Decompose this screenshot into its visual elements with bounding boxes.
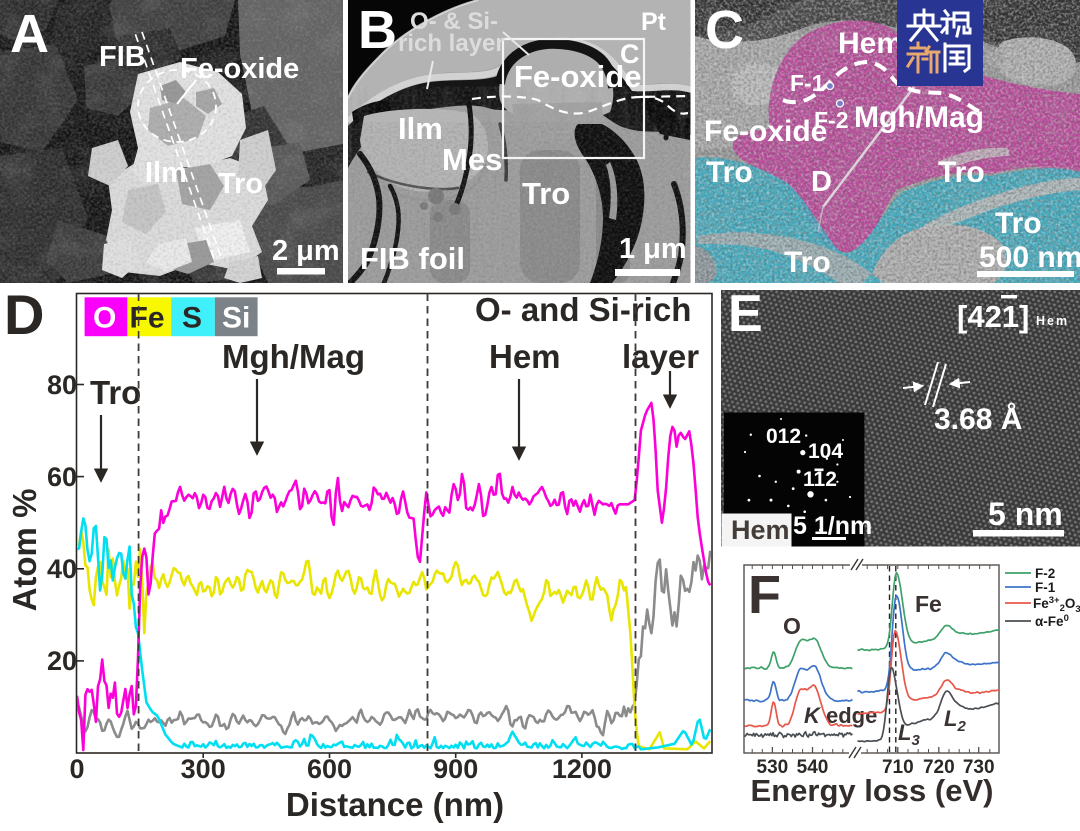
svg-text:80: 80 [47,370,77,400]
svg-text:Si: Si [222,302,250,335]
svg-text:Ilm: Ilm [398,111,443,146]
svg-text:710: 710 [882,757,914,778]
svg-text:Hem: Hem [1036,314,1069,328]
svg-text:Tro: Tro [706,156,753,189]
svg-text:Fe-oxide: Fe-oxide [704,115,827,148]
svg-text:1 μm: 1 μm [619,233,687,265]
svg-text:Mgh/Mag: Mgh/Mag [222,338,365,375]
svg-text:Fe: Fe [130,302,165,335]
svg-text:D: D [811,166,832,198]
svg-text:Tro: Tro [784,246,831,279]
svg-text:Hem: Hem [838,27,903,60]
svg-text:E: E [728,285,763,343]
svg-text:3.68 Å: 3.68 Å [934,403,1022,436]
svg-text:Hem: Hem [489,338,561,375]
svg-text:C: C [620,39,640,69]
svg-text:FIB foil: FIB foil [360,241,465,276]
svg-text:K edge: K edge [804,703,877,728]
svg-text:20: 20 [47,646,77,676]
svg-text:730: 730 [963,757,995,778]
svg-text:Atom %: Atom % [6,489,43,612]
svg-text:layer: layer [622,338,699,375]
svg-text:Tro: Tro [938,156,985,189]
svg-text:B: B [358,0,397,60]
svg-text:500 nm: 500 nm [979,241,1080,274]
svg-text:O- and Si-rich: O- and Si-rich [475,291,691,328]
svg-text:Fe: Fe [915,591,942,617]
svg-text:Mes: Mes [442,142,502,177]
svg-text:F-2: F-2 [1035,566,1055,581]
svg-text:α-Fe0: α-Fe0 [1035,613,1069,629]
svg-text:Tro: Tro [995,207,1042,240]
svg-text:[421]: [421] [957,299,1029,334]
svg-text:Hem: Hem [731,515,790,545]
svg-text:2 μm: 2 μm [272,235,340,267]
svg-text:Tro: Tro [90,374,141,411]
svg-text:0: 0 [69,754,84,784]
svg-text:720: 720 [923,757,955,778]
svg-text:rich layer: rich layer [398,30,505,57]
svg-text:1200: 1200 [552,754,612,784]
svg-text:40: 40 [47,554,77,584]
svg-text:A: A [10,4,49,64]
svg-text:O: O [783,613,801,639]
svg-text:112: 112 [803,468,837,491]
svg-text:F-1: F-1 [790,70,825,96]
svg-text:Pt: Pt [641,8,667,36]
svg-text:C: C [705,0,744,60]
svg-text:Fe-oxide: Fe-oxide [514,59,641,94]
svg-text:F-1: F-1 [1035,580,1056,595]
svg-text:Fe-oxide: Fe-oxide [180,53,299,85]
svg-text:F: F [748,565,781,625]
svg-text:Ilm: Ilm [145,157,187,189]
svg-text:D: D [4,283,44,346]
svg-text:Fe3+2O3: Fe3+2O3 [1033,595,1080,615]
svg-text:S: S [182,302,202,335]
svg-text:Energy loss (eV): Energy loss (eV) [751,773,994,808]
svg-text:5 1/nm: 5 1/nm [793,512,872,540]
svg-text:530: 530 [757,757,789,778]
svg-text:540: 540 [797,757,829,778]
svg-text:Tro: Tro [218,168,263,200]
svg-text:O: O [93,302,116,335]
svg-text:Tro: Tro [522,176,570,211]
svg-text:60: 60 [47,462,77,492]
svg-text:Mgh/Mag: Mgh/Mag [854,101,984,134]
svg-text:Distance (nm): Distance (nm) [286,786,504,823]
svg-text:5 nm: 5 nm [988,496,1063,532]
svg-text:FIB: FIB [99,41,146,73]
svg-text:900: 900 [433,754,478,784]
svg-text:F-2: F-2 [814,107,849,133]
svg-text:104: 104 [808,440,843,463]
svg-text:300: 300 [181,754,226,784]
svg-text:O- & Si-: O- & Si- [410,8,498,35]
svg-text:600: 600 [307,754,352,784]
svg-text:012: 012 [766,425,801,448]
